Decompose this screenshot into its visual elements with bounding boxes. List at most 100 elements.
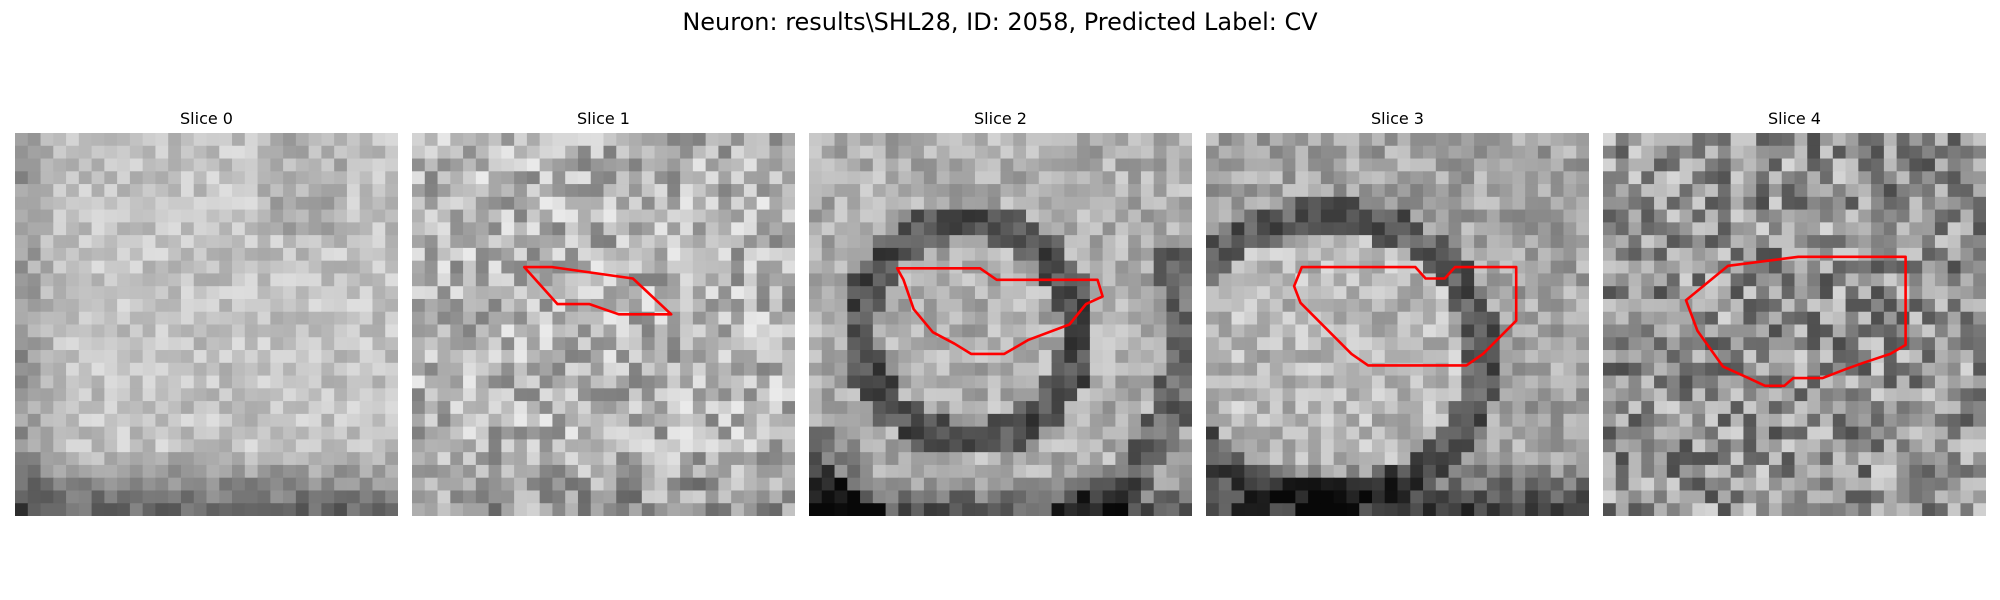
pixel — [1692, 209, 1706, 223]
pixel — [155, 184, 169, 198]
pixel — [244, 388, 259, 402]
pixel — [809, 196, 823, 211]
pixel — [718, 273, 732, 287]
pixel — [1051, 426, 1065, 440]
pixel — [463, 133, 477, 147]
pixel — [1537, 273, 1552, 287]
pixel — [1461, 171, 1475, 185]
pixel — [1512, 439, 1526, 453]
pixel — [1743, 311, 1757, 326]
pixel — [872, 145, 887, 160]
pixel — [1743, 426, 1757, 440]
pixel — [718, 222, 732, 236]
pixel — [1423, 426, 1437, 440]
pixel — [1359, 273, 1373, 287]
pixel — [1832, 171, 1847, 185]
pixel — [552, 401, 566, 415]
pixel — [232, 158, 246, 172]
slice-image — [809, 133, 1192, 516]
pixel — [1692, 171, 1706, 185]
pixel — [603, 311, 617, 326]
pixel — [1947, 196, 1962, 211]
pixel — [91, 235, 105, 249]
pixel — [1295, 401, 1309, 415]
pixel — [1435, 235, 1450, 249]
pixel — [232, 477, 246, 492]
pixel — [1654, 145, 1668, 160]
pixel — [1244, 145, 1258, 160]
pixel — [590, 375, 605, 389]
pixel — [1973, 222, 1986, 236]
pixel — [834, 133, 848, 147]
pixel — [821, 350, 836, 364]
pixel — [552, 324, 566, 338]
pixel — [1359, 337, 1373, 351]
pixel — [1768, 222, 1783, 236]
pixel — [1845, 439, 1859, 453]
pixel — [1397, 375, 1411, 389]
pixel — [526, 503, 541, 516]
pixel — [923, 490, 938, 504]
pixel — [1320, 337, 1335, 351]
pixel — [1858, 196, 1872, 211]
pixel — [232, 184, 246, 198]
pixel — [1077, 401, 1091, 415]
pixel — [1934, 171, 1949, 185]
pixel — [834, 413, 848, 428]
pixel — [769, 298, 783, 313]
pixel — [1397, 171, 1411, 185]
pixel — [412, 196, 426, 211]
pixel — [1934, 426, 1949, 440]
pixel — [206, 184, 220, 198]
pixel — [1871, 209, 1885, 223]
pixel — [1077, 490, 1091, 504]
pixel — [1257, 413, 1271, 428]
pixel — [1115, 145, 1129, 160]
pixel — [949, 171, 963, 185]
pixel — [488, 133, 502, 147]
pixel — [1244, 337, 1258, 351]
pixel — [1576, 452, 1589, 466]
pixel — [346, 477, 361, 492]
pixel — [743, 171, 758, 185]
pixel — [1320, 350, 1335, 364]
pixel — [1295, 324, 1309, 338]
pixel — [257, 133, 271, 147]
pixel — [936, 133, 951, 147]
pixel — [1563, 133, 1577, 147]
pixel — [526, 375, 541, 389]
pixel — [1359, 145, 1373, 160]
pixel — [15, 503, 29, 516]
pixel — [1257, 375, 1271, 389]
pixel — [53, 133, 67, 147]
pixel — [565, 426, 579, 440]
pixel — [1102, 273, 1116, 287]
pixel — [129, 171, 144, 185]
pixel — [1512, 388, 1526, 402]
pixel — [40, 158, 54, 172]
pixel — [244, 196, 259, 211]
pixel — [1115, 324, 1129, 338]
pixel — [1871, 413, 1885, 428]
pixel — [616, 158, 630, 172]
pixel — [1448, 196, 1462, 211]
pixel — [1153, 452, 1168, 466]
pixel — [1346, 184, 1360, 198]
pixel — [27, 350, 42, 364]
pixel — [1883, 464, 1898, 479]
pixel — [756, 235, 771, 249]
pixel — [40, 503, 54, 516]
pixel — [539, 298, 554, 313]
pixel — [1000, 503, 1014, 516]
pixel — [1257, 196, 1271, 211]
pixel — [1679, 260, 1693, 275]
pixel — [1576, 209, 1589, 223]
pixel — [321, 388, 335, 402]
pixel — [1832, 426, 1847, 440]
pixel — [219, 158, 233, 172]
pixel — [40, 171, 54, 185]
pixel — [1371, 273, 1386, 287]
pixel — [219, 298, 233, 313]
pixel — [962, 145, 976, 160]
pixel — [1166, 388, 1180, 402]
